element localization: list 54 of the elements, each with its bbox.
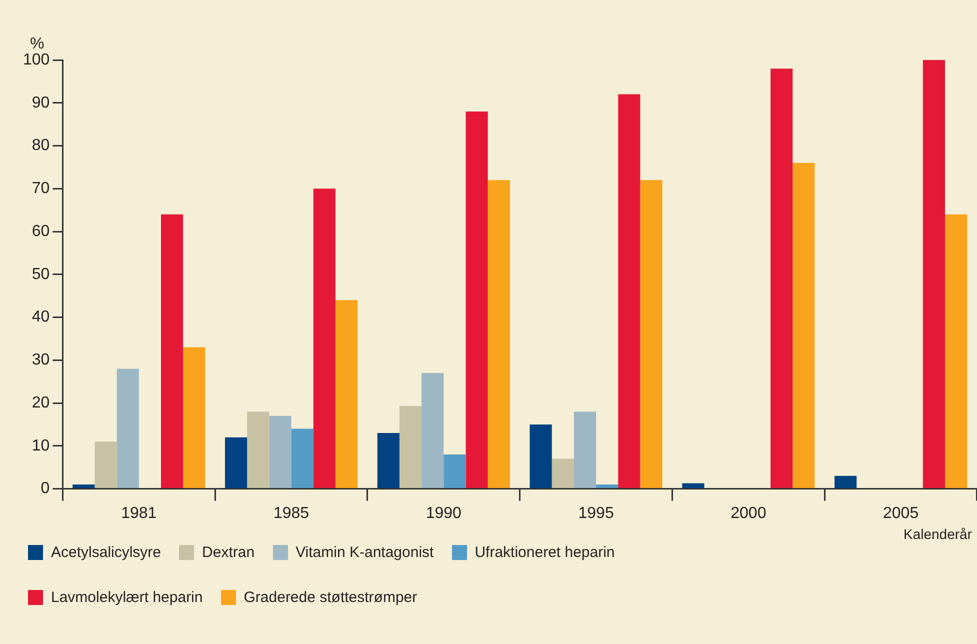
y-tick-label: 70: [32, 180, 50, 198]
y-tick-label: 80: [32, 137, 50, 154]
bar: [116, 368, 139, 488]
bar: [834, 476, 857, 488]
y-tick-label: 60: [32, 222, 50, 240]
bar: [530, 424, 552, 488]
bar: [444, 454, 466, 488]
bar: [160, 214, 184, 488]
y-tick-label: 50: [32, 266, 50, 283]
bar: [618, 94, 640, 488]
bar: [466, 111, 488, 488]
bar: [574, 412, 596, 488]
bar: [399, 406, 422, 488]
y-tick-label: 90: [32, 94, 50, 112]
bar: [640, 180, 662, 488]
legend-label: Vitamin K-antagonist: [296, 544, 434, 561]
bar: [945, 214, 968, 488]
x-tick-label: 1981: [121, 504, 157, 522]
x-axis-title: Kalenderår: [904, 526, 972, 542]
bar: [682, 483, 704, 488]
legend-label: Dextran: [202, 544, 255, 561]
bar: [488, 180, 510, 488]
bar: [72, 484, 95, 488]
y-tick-label: 40: [32, 308, 50, 326]
y-tick-label: 30: [32, 352, 50, 369]
bar: [335, 300, 358, 488]
bar: [247, 412, 270, 488]
bar: [291, 428, 314, 488]
legend-label: Ufraktioneret heparin: [474, 544, 615, 561]
bar: [792, 162, 815, 488]
y-tick-label: 0: [40, 480, 50, 498]
bar: [422, 373, 444, 488]
x-tick-label: 2005: [883, 504, 919, 522]
legend-label: Graderede støttestrømper: [244, 589, 418, 606]
legend-label: Lavmolekylært heparin: [51, 589, 203, 606]
bar: [377, 433, 400, 488]
x-tick-label: 1985: [273, 504, 310, 522]
y-tick-label: 100: [22, 51, 50, 68]
y-tick-label: 10: [32, 437, 50, 454]
bar: [922, 60, 945, 488]
bar: [269, 416, 292, 488]
legend-label: Acetylsalicylsyre: [51, 544, 162, 561]
y-axis-title: %: [30, 35, 44, 52]
bar: [770, 68, 793, 488]
x-tick-label: 1990: [426, 504, 462, 522]
bar: [224, 437, 248, 488]
bar: [94, 442, 117, 488]
x-tick-label: 2000: [730, 504, 766, 522]
x-tick-label: 1995: [578, 504, 614, 522]
bar: [552, 458, 574, 488]
y-tick-label: 20: [32, 394, 50, 412]
bar: [183, 347, 206, 488]
bar: [313, 188, 336, 488]
bar: [596, 484, 618, 488]
